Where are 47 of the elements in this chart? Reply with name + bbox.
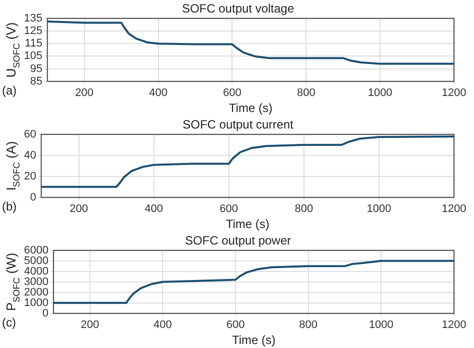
- text: (b): [2, 200, 17, 214]
- x-tick-label: 600: [220, 203, 238, 216]
- x-tick-label: 800: [294, 203, 314, 216]
- x-axis-title: Time (s): [228, 101, 272, 116]
- chart-title: SOFC output power: [184, 234, 292, 248]
- chart-title: SOFC output voltage: [182, 2, 294, 16]
- y-tick-label: 60: [24, 128, 36, 140]
- y-axis-title: USOFC (V): [4, 22, 22, 78]
- y-axis-title: ISOFC (A): [4, 141, 22, 191]
- chart-title: SOFC output current: [182, 118, 294, 132]
- y-tick-label: 95: [30, 62, 42, 75]
- x-tick-label: 400: [144, 203, 163, 216]
- y-tick-label: 40: [24, 149, 36, 162]
- y-tick-label: 135: [24, 12, 42, 24]
- y-tick-label: 105: [24, 50, 42, 62]
- x-tick-label: 800: [296, 87, 316, 100]
- x-tick-label: 1200: [442, 203, 466, 216]
- x-tick-label: 400: [154, 319, 172, 332]
- y-tick-label: 5000: [24, 254, 48, 267]
- text: (a): [2, 84, 17, 98]
- y-tick-label: 2000: [24, 286, 48, 298]
- y-tick-label: 0: [30, 191, 36, 204]
- x-tick-label: 200: [70, 203, 88, 216]
- y-tick-label: 6000: [24, 244, 48, 256]
- x-tick-label: 800: [299, 319, 318, 332]
- x-tick-label: 1000: [368, 87, 392, 100]
- y-tick-label: 0: [42, 307, 48, 320]
- x-tick-label: 600: [223, 87, 242, 100]
- y-tick-label: 1000: [24, 296, 48, 309]
- y-tick-label: 115: [24, 38, 42, 50]
- y-axis-title: PSOFC (W): [4, 252, 22, 312]
- x-tick-label: 400: [149, 87, 168, 100]
- y-tick-label: 3000: [24, 276, 48, 288]
- x-tick-label: 1000: [366, 203, 392, 216]
- x-tick-label: 1200: [442, 319, 466, 332]
- text: (c): [2, 316, 16, 330]
- x-tick-label: 1200: [442, 87, 466, 100]
- y-tick-label: 125: [24, 25, 42, 38]
- x-tick-label: 200: [75, 87, 94, 100]
- y-tick-label: 85: [30, 75, 42, 88]
- x-tick-label: 600: [226, 319, 245, 332]
- x-axis-title: Time (s): [232, 333, 276, 348]
- y-tick-label: 4000: [24, 265, 48, 278]
- y-tick-label: 20: [24, 170, 36, 182]
- x-axis-title: Time (s): [226, 217, 270, 232]
- x-tick-label: 1000: [368, 319, 394, 332]
- x-tick-label: 200: [80, 319, 100, 332]
